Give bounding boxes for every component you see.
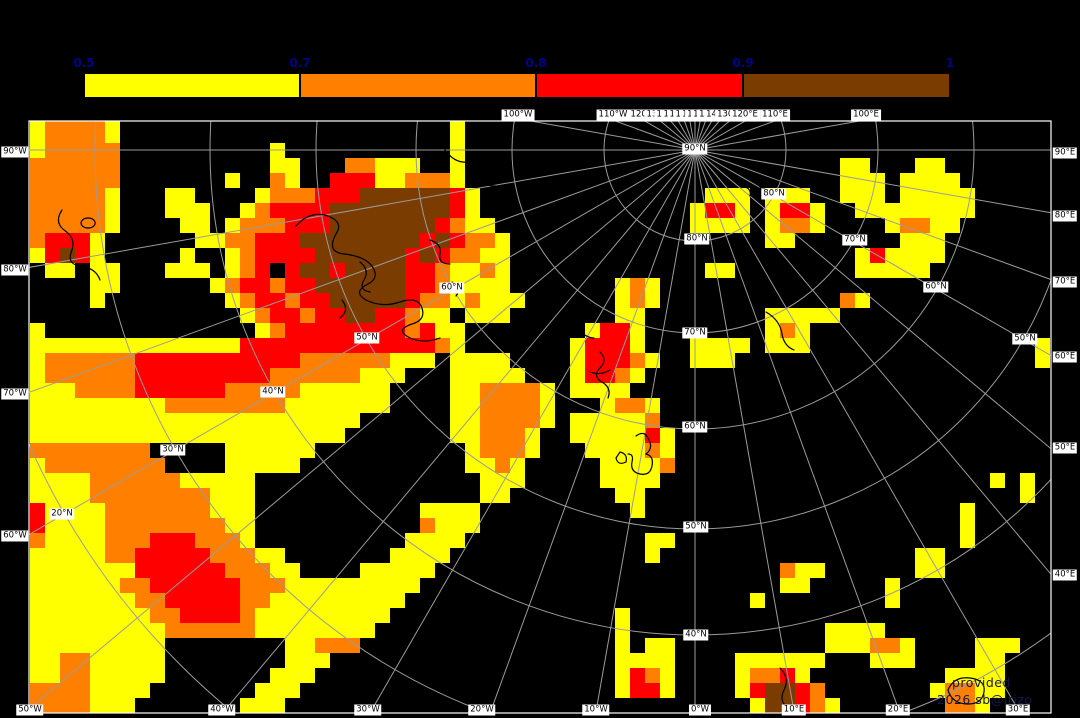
latitude-label: 50°N xyxy=(683,521,709,533)
colorbar-tick-label: 0.9 xyxy=(732,56,754,70)
longitude-label-bottom: 30°W xyxy=(354,704,382,716)
longitude-label-right: 90°E xyxy=(1052,147,1078,159)
latitude-label: 40°N xyxy=(683,629,709,641)
longitude-label-bottom: 20°W xyxy=(468,704,496,716)
latitude-label: 80°N xyxy=(684,233,710,245)
latitude-label: 80°N xyxy=(761,188,787,200)
longitude-label-right: 80°E xyxy=(1052,210,1078,222)
latitude-label: 90°N xyxy=(682,143,708,155)
longitude-label-right: 50°E xyxy=(1052,442,1078,454)
latitude-label: 60°N xyxy=(923,281,949,293)
latitude-label: 40°N xyxy=(260,386,286,398)
longitude-label-bottom: 10°E xyxy=(781,704,807,716)
colorbar-tick-label: 0.5 xyxy=(73,56,95,70)
colorbar-segment xyxy=(536,73,743,98)
longitude-label-right: 70°E xyxy=(1052,276,1078,288)
longitude-label-top: 110°E xyxy=(760,109,790,121)
colorbar-tick-label: 1 xyxy=(945,56,955,70)
colorbar-tick-label: 0.7 xyxy=(289,56,311,70)
latitude-label: 60°N xyxy=(682,421,708,433)
longitude-label-bottom: 20°E xyxy=(885,704,911,716)
latitude-label: 50°N xyxy=(1012,333,1038,345)
longitude-label-top: 100°W xyxy=(501,109,535,121)
latitude-label: 60°N xyxy=(439,282,465,294)
longitude-label-top: 110°W xyxy=(596,109,630,121)
watermark-line1: provided xyxy=(952,675,1011,690)
longitude-label-bottom: 0°W xyxy=(688,704,712,716)
longitude-label-top: 100°E xyxy=(851,109,881,121)
longitude-label-top: 130°E xyxy=(715,109,745,121)
longitude-label-right: 60°E xyxy=(1052,351,1078,363)
watermark-line2: 2026 sb@irizo xyxy=(937,692,1033,707)
longitude-label-left: 70°W xyxy=(1,388,29,400)
colorbar-segment xyxy=(743,73,950,98)
longitude-label-bottom: 30°E xyxy=(1005,704,1031,716)
longitude-label-left: 90°W xyxy=(1,146,29,158)
colorbar-segment xyxy=(300,73,536,98)
longitude-label-bottom: 10°W xyxy=(582,704,610,716)
colorbar-tick-label: 0.8 xyxy=(525,56,547,70)
longitude-label-bottom: 50°W xyxy=(16,704,44,716)
longitude-label-left: 60°W xyxy=(1,530,29,542)
latitude-label: 20°N xyxy=(49,508,75,520)
colorbar-segment xyxy=(84,73,300,98)
longitude-label-top: 120°E xyxy=(730,109,760,121)
longitude-label-left: 80°W xyxy=(1,264,29,276)
latitude-label: 70°N xyxy=(842,234,868,246)
longitude-label-bottom: 40°W xyxy=(208,704,236,716)
latitude-label: 70°N xyxy=(682,327,708,339)
longitude-label-right: 40°E xyxy=(1052,569,1078,581)
latitude-label: 30°N xyxy=(160,444,186,456)
latitude-label: 50°N xyxy=(354,332,380,344)
